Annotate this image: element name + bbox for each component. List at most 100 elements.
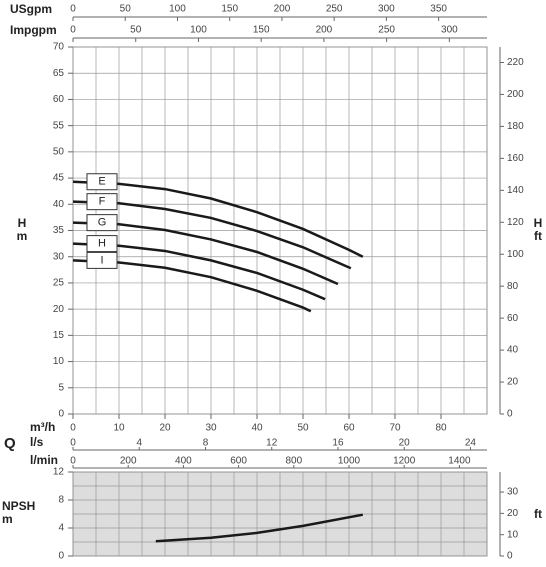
curve-label-box	[86, 193, 118, 211]
y-tick-label: 8	[58, 495, 64, 506]
curve-label: E	[98, 176, 105, 188]
y-tick-label: 45	[53, 173, 65, 184]
y-tick-label: 70	[53, 42, 65, 53]
y2-tick-label: 180	[507, 121, 524, 132]
y2-tick-label: 200	[507, 89, 524, 100]
top-tick-label: 0	[70, 4, 76, 15]
y-tick-label: 12	[53, 467, 65, 478]
axis-title: NPSH	[2, 499, 35, 513]
y2-tick-label: 80	[507, 281, 519, 292]
y-tick-label: 20	[53, 304, 65, 315]
bottom-tick-label: 12	[266, 438, 278, 449]
curve	[72, 259, 312, 313]
top-tick-label: 350	[430, 4, 447, 15]
curve	[72, 200, 352, 270]
top-tick-label: 150	[253, 25, 270, 36]
curve-label: I	[100, 254, 103, 266]
y-tick-label: 4	[58, 523, 64, 534]
curve-label-box	[86, 173, 118, 191]
bottom-tick-label: 400	[175, 456, 192, 467]
axis-title: l/s	[30, 435, 44, 449]
bottom-tick-label: 24	[465, 438, 477, 449]
x-tick-label: 80	[435, 423, 447, 434]
top-tick-label: 100	[169, 4, 186, 15]
y2-tick-label: 160	[507, 153, 524, 164]
axis-title: Impgpm	[10, 23, 57, 37]
axis-title: ft	[534, 229, 542, 243]
y-tick-label: 65	[53, 68, 65, 79]
top-tick-label: 200	[316, 25, 333, 36]
y-tick-label: 0	[58, 551, 64, 562]
x-tick-label: 60	[343, 423, 355, 434]
bottom-tick-label: 600	[230, 456, 247, 467]
top-tick-label: 250	[378, 25, 395, 36]
x-tick-label: 20	[159, 423, 171, 434]
y2-tick-label: 120	[507, 217, 524, 228]
y-tick-label: 50	[53, 146, 65, 157]
axis-title: m	[2, 512, 13, 526]
axis-title: H	[18, 216, 27, 230]
x-tick-label: 70	[389, 423, 401, 434]
y2-tick-label: 140	[507, 185, 524, 196]
curve-label: H	[98, 238, 106, 250]
axis-title: l/min	[30, 453, 58, 467]
y-tick-label: 60	[53, 94, 65, 105]
curve	[72, 221, 339, 286]
axis-title: Q	[4, 435, 16, 452]
y2-tick-label: 40	[507, 345, 519, 356]
y2-tick-label: 60	[507, 313, 519, 324]
top-tick-label: 100	[190, 25, 207, 36]
y2-tick-label: 10	[507, 529, 519, 540]
top-tick-label: 300	[441, 25, 458, 36]
y-tick-label: 25	[53, 278, 65, 289]
top-tick-label: 0	[70, 25, 76, 36]
y-tick-label: 35	[53, 225, 65, 236]
y2-tick-label: 0	[507, 409, 513, 420]
x-tick-label: 40	[251, 423, 263, 434]
curve	[72, 180, 364, 258]
x-tick-label: 30	[205, 423, 217, 434]
y2-tick-label: 30	[507, 487, 519, 498]
bottom-tick-label: 1400	[448, 456, 471, 467]
axis-title: m	[17, 229, 28, 243]
axis-title: USgpm	[10, 2, 52, 16]
y-tick-label: 55	[53, 120, 65, 131]
bottom-tick-label: 0	[70, 456, 76, 467]
curve-label: F	[99, 196, 106, 208]
y-tick-label: 15	[53, 330, 65, 341]
bottom-tick-label: 4	[136, 438, 142, 449]
y2-tick-label: 20	[507, 377, 519, 388]
y-tick-label: 10	[53, 356, 65, 367]
x-tick-label: 50	[297, 423, 309, 434]
y-tick-label: 40	[53, 199, 65, 210]
x-tick-label: 0	[70, 423, 76, 434]
bottom-tick-label: 1000	[338, 456, 361, 467]
top-tick-label: 50	[120, 4, 132, 15]
top-tick-label: 150	[221, 4, 238, 15]
axis-title: H	[534, 216, 543, 230]
y-tick-label: 30	[53, 251, 65, 262]
bottom-tick-label: 200	[120, 456, 137, 467]
bottom-tick-label: 8	[203, 438, 209, 449]
y2-tick-label: 0	[507, 551, 513, 562]
curve-label: G	[98, 217, 107, 229]
x-tick-label: 10	[113, 423, 125, 434]
axis-title: ft	[534, 507, 542, 521]
axis-title: m³/h	[30, 420, 55, 434]
top-tick-label: 50	[130, 25, 142, 36]
y-tick-label: 5	[58, 382, 64, 393]
curve	[155, 513, 364, 543]
y2-tick-label: 20	[507, 508, 519, 519]
bottom-tick-label: 20	[399, 438, 411, 449]
top-tick-label: 300	[378, 4, 395, 15]
y2-tick-label: 100	[507, 249, 524, 260]
bottom-tick-label: 1200	[393, 456, 416, 467]
bottom-tick-label: 800	[285, 456, 302, 467]
top-tick-label: 250	[326, 4, 343, 15]
bottom-tick-label: 16	[332, 438, 344, 449]
curve-label-box	[86, 251, 118, 269]
curve-label-box	[86, 235, 118, 253]
curve-label-box	[86, 214, 118, 232]
bottom-tick-label: 0	[70, 438, 76, 449]
